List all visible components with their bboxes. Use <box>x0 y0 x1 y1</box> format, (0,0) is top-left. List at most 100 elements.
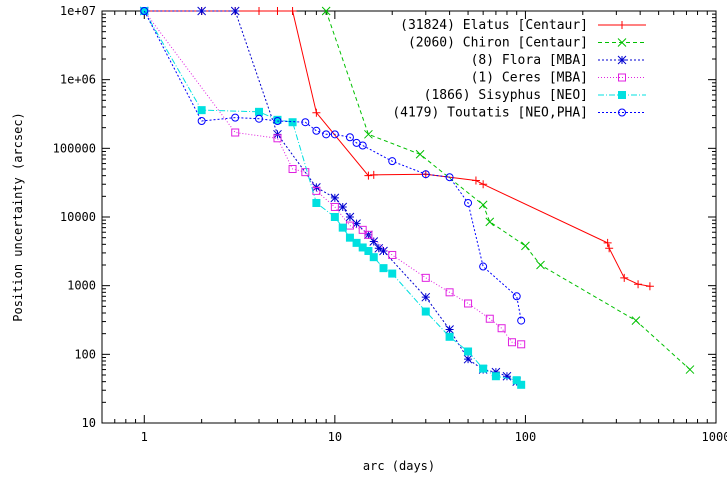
data-point <box>345 133 354 142</box>
data-point <box>421 307 430 316</box>
data-point <box>140 7 149 15</box>
x-tick-label: 1000 <box>702 430 727 444</box>
data-point <box>617 55 627 65</box>
data-point <box>379 246 388 256</box>
data-point <box>421 273 430 282</box>
series-line <box>143 10 522 386</box>
data-point <box>618 73 626 82</box>
series-line <box>325 10 691 370</box>
axis-ticks: 1 10 100 1000 10 100 1000 10000 100000 1e+06 1e+07 <box>53 4 727 444</box>
data-point <box>603 238 612 247</box>
y-tick-label: 10000 <box>60 210 96 224</box>
data-point <box>512 376 521 385</box>
legend-label: (1866) Sisyphus [NEO] <box>424 88 588 103</box>
data-point <box>618 21 626 29</box>
data-point <box>358 225 367 234</box>
series-line <box>144 10 517 383</box>
data-point <box>358 243 367 252</box>
data-point <box>330 130 339 139</box>
legend-label: (1) Ceres [MBA] <box>471 71 588 86</box>
y-tick-label: 1e+06 <box>60 73 96 87</box>
data-point <box>388 157 397 166</box>
y-tick-label: 1e+07 <box>60 4 96 18</box>
data-point <box>479 262 488 271</box>
y-axis-title: Position uncertainty (arcsec) <box>11 112 25 322</box>
data-point <box>255 114 264 123</box>
data-point <box>445 173 454 182</box>
data-point <box>379 264 388 273</box>
y-tick-label: 10 <box>82 416 96 430</box>
data-point <box>464 198 473 207</box>
legend-label: (4179) Toutatis [NEO,PHA] <box>392 106 588 121</box>
data-point <box>605 244 614 253</box>
series-layer <box>139 6 695 389</box>
legend-label: (31824) Elatus [Centaur] <box>400 18 588 33</box>
data-point <box>388 269 397 278</box>
x-tick-label: 100 <box>515 430 537 444</box>
data-point <box>230 6 240 16</box>
series-5 <box>140 7 526 325</box>
data-point <box>312 108 321 117</box>
data-point <box>352 219 361 229</box>
data-point <box>521 241 530 251</box>
x-axis-title: arc (days) <box>363 459 435 473</box>
data-point <box>645 282 654 291</box>
data-point <box>273 115 282 124</box>
data-point <box>231 113 240 122</box>
data-point <box>415 149 425 159</box>
data-point <box>464 299 473 308</box>
data-point <box>364 129 373 139</box>
data-point <box>345 212 355 222</box>
data-point <box>478 200 488 210</box>
data-point <box>445 325 454 334</box>
data-point <box>617 38 627 47</box>
data-point <box>301 168 310 177</box>
data-point <box>497 324 506 333</box>
data-point <box>330 202 339 211</box>
data-point <box>685 365 695 374</box>
legend-label: (2060) Chiron [Centaur] <box>408 36 588 51</box>
data-point <box>485 217 495 227</box>
data-point <box>255 7 264 15</box>
data-point <box>502 371 512 381</box>
data-point <box>485 314 494 323</box>
y-tick-label: 100000 <box>53 141 96 155</box>
data-point <box>517 380 526 389</box>
data-point <box>369 253 378 262</box>
series-4 <box>140 7 526 389</box>
data-point <box>536 260 545 270</box>
legend-label: (8) Flora [MBA] <box>471 53 588 68</box>
data-point <box>464 347 473 356</box>
data-point <box>491 372 500 381</box>
data-point <box>330 193 340 203</box>
data-point <box>421 292 431 302</box>
data-point <box>507 338 516 347</box>
data-point <box>512 292 521 301</box>
data-point <box>445 288 454 297</box>
data-point <box>463 354 473 364</box>
data-point <box>517 340 526 349</box>
data-point <box>197 6 207 16</box>
data-point <box>471 176 480 185</box>
data-point <box>288 118 297 127</box>
legend: (31824) Elatus [Centaur] (2060) Chiron [C… <box>392 18 646 121</box>
data-point <box>273 7 282 15</box>
data-point <box>322 130 331 139</box>
data-point <box>421 170 430 179</box>
x-tick-label: 1 <box>141 430 148 444</box>
data-point <box>364 230 373 239</box>
data-point <box>288 165 297 174</box>
data-point <box>634 280 643 289</box>
data-point <box>479 364 488 373</box>
data-point <box>255 107 264 116</box>
data-point <box>231 128 240 137</box>
y-tick-label: 100 <box>74 347 96 361</box>
data-point <box>631 316 641 325</box>
data-point <box>273 117 282 126</box>
data-point <box>312 126 321 135</box>
data-point <box>197 117 206 126</box>
data-point <box>345 233 354 242</box>
data-point <box>388 250 397 259</box>
data-point <box>479 180 488 189</box>
data-point <box>374 243 384 253</box>
